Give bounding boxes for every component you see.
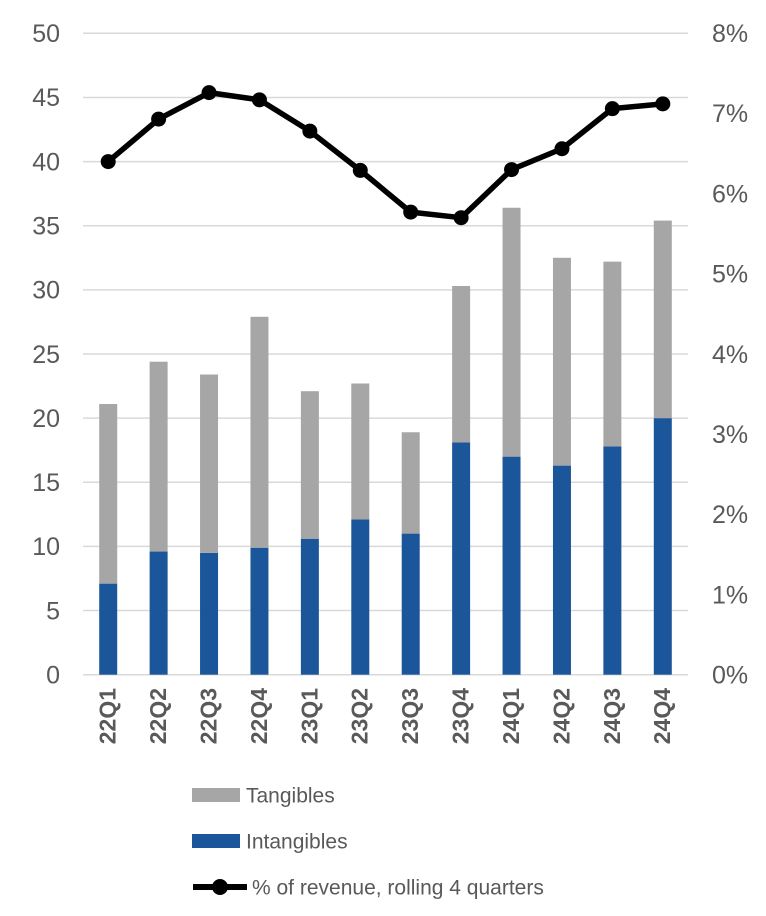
bar-segment-tangibles-24Q2[interactable]: [552, 257, 571, 466]
bar-segment-intangibles-22Q3[interactable]: [200, 552, 219, 675]
bar-segment-tangibles-22Q1[interactable]: [99, 404, 118, 584]
left-axis-tick-label: 50: [32, 20, 60, 48]
bar-segment-intangibles-22Q1[interactable]: [99, 583, 118, 675]
bar-segment-intangibles-23Q3[interactable]: [401, 533, 420, 675]
x-axis-label: 22Q4: [246, 688, 272, 744]
bar-segment-tangibles-22Q2[interactable]: [149, 361, 168, 552]
bar-segment-tangibles-23Q3[interactable]: [401, 432, 420, 534]
revenue-line-point-23Q2[interactable]: [352, 162, 368, 178]
legend-swatch-intangibles[interactable]: [192, 834, 240, 848]
x-axis-label: 24Q1: [498, 688, 524, 744]
bar-segment-intangibles-23Q4[interactable]: [452, 442, 471, 675]
revenue-line-point-22Q4[interactable]: [251, 92, 267, 108]
legend-swatch-tangibles[interactable]: [192, 788, 240, 802]
revenue-line-point-23Q4[interactable]: [453, 210, 469, 226]
bar-segment-intangibles-24Q1[interactable]: [502, 456, 521, 675]
bar-segment-tangibles-24Q3[interactable]: [603, 261, 622, 447]
right-axis-tick-label: 1%: [712, 581, 748, 609]
revenue-line-point-23Q3[interactable]: [403, 204, 419, 220]
bar-segment-intangibles-24Q3[interactable]: [603, 446, 622, 675]
plot-area: 0 5 10 15 20 25 30 35 40 45 50 0% 1% 2% 3% 4% 5% 6% 7% 8% 22…: [32, 20, 748, 744]
left-axis-tick-label: 40: [32, 148, 60, 176]
x-axis-label: 24Q3: [599, 688, 625, 744]
revenue-line-point-24Q1[interactable]: [504, 162, 520, 178]
x-axis-label: 23Q2: [347, 688, 373, 744]
bar-segment-intangibles-23Q2[interactable]: [351, 519, 370, 675]
left-axis-tick-label: 45: [32, 84, 60, 112]
right-axis-tick-label: 4%: [712, 341, 748, 369]
left-axis-tick-label: 30: [32, 277, 60, 305]
bar-segment-tangibles-24Q1[interactable]: [502, 207, 521, 457]
legend-label-revenue: % of revenue, rolling 4 quarters: [252, 876, 544, 899]
legend-label-intangibles: Intangibles: [246, 830, 348, 853]
bar-segment-tangibles-22Q4[interactable]: [250, 316, 269, 548]
bar-segment-tangibles-24Q4[interactable]: [653, 220, 672, 419]
bar-segment-tangibles-23Q2[interactable]: [351, 383, 370, 520]
x-axis-label: 23Q3: [397, 688, 423, 744]
left-axis-tick-label: 35: [32, 212, 60, 240]
bar-segment-tangibles-22Q3[interactable]: [200, 374, 219, 553]
right-axis-tick-label: 7%: [712, 100, 748, 128]
legend-label-tangibles: Tangibles: [246, 784, 335, 807]
bar-segment-intangibles-23Q1[interactable]: [300, 538, 319, 675]
right-axis-tick-label: 0%: [712, 661, 748, 689]
revenue-line-point-24Q4[interactable]: [655, 96, 671, 112]
left-axis-tick-label: 0: [46, 661, 60, 689]
bar-segment-tangibles-23Q4[interactable]: [452, 286, 471, 443]
revenue-line-point-22Q2[interactable]: [151, 111, 167, 127]
right-axis-tick-label: 6%: [712, 180, 748, 208]
x-axis-label: 23Q1: [296, 688, 322, 744]
bar-segment-intangibles-22Q2[interactable]: [149, 551, 168, 675]
x-axis-label: 24Q4: [649, 688, 675, 744]
revenue-line[interactable]: [105, 89, 666, 221]
bar-segment-tangibles-23Q1[interactable]: [300, 391, 319, 539]
revenue-line-point-22Q3[interactable]: [201, 85, 217, 101]
revenue-line-point-24Q2[interactable]: [554, 141, 570, 157]
left-axis-tick-label: 15: [32, 469, 60, 497]
left-axis-tick-label: 25: [32, 341, 60, 369]
chart-legend: Tangibles Intangibles % of revenue, roll…: [192, 784, 544, 899]
x-axis-label: 22Q2: [145, 688, 171, 744]
revenue-line-point-22Q1[interactable]: [100, 154, 116, 170]
revenue-line-point-23Q1[interactable]: [302, 123, 318, 139]
bar-segment-intangibles-24Q2[interactable]: [552, 465, 571, 675]
x-axis-label: 22Q1: [95, 688, 121, 744]
left-axis-tick-label: 20: [32, 405, 60, 433]
x-axis-label: 22Q3: [195, 688, 221, 744]
bar-segment-intangibles-24Q4[interactable]: [653, 418, 672, 675]
legend-marker-revenue[interactable]: [212, 879, 228, 895]
revenue-line-point-24Q3[interactable]: [604, 101, 620, 117]
left-axis-tick-label: 10: [32, 533, 60, 561]
left-axis-tick-label: 5: [46, 597, 60, 625]
right-axis-tick-label: 5%: [712, 261, 748, 289]
bar-segment-intangibles-22Q4[interactable]: [250, 547, 269, 675]
x-axis-label: 23Q4: [447, 688, 473, 744]
right-axis-tick-label: 8%: [712, 20, 748, 48]
x-axis-label: 24Q2: [548, 688, 574, 744]
right-axis-tick-label: 2%: [712, 501, 748, 529]
right-axis-tick-label: 3%: [712, 421, 748, 449]
